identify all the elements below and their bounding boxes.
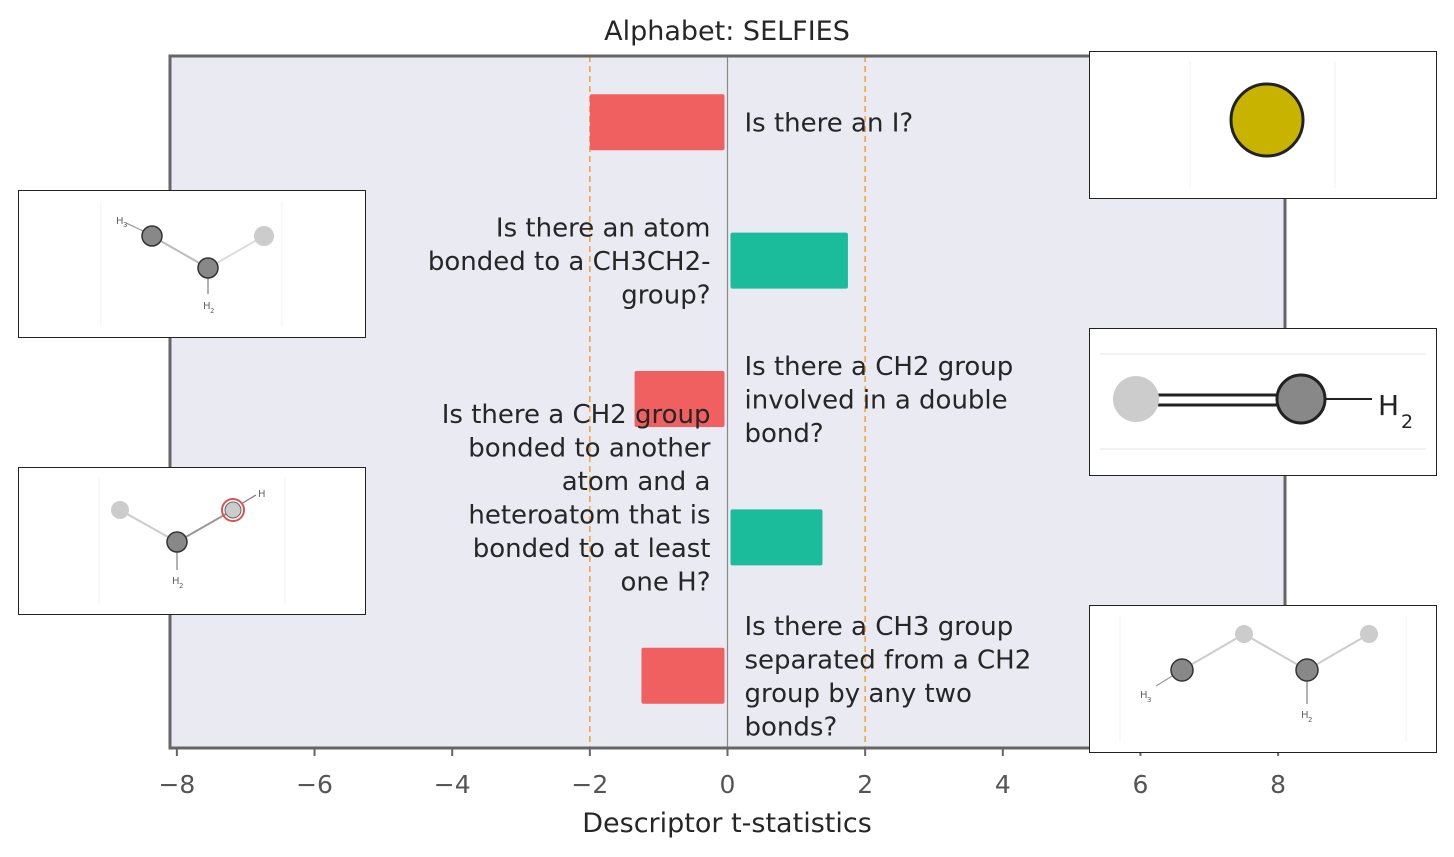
x-axis-label: Descriptor t-statistics [582,808,872,839]
inset-ch2-double-bond: H 2 [1089,328,1437,476]
heteroatom-highlight-icon [221,498,245,522]
chart-title: Alphabet: SELFIES [604,16,850,47]
bar-label-line: one H? [621,567,711,597]
atom-dark-icon [1170,658,1194,682]
x-tick-label: 8 [1270,770,1286,799]
bar-label-line: heteroatom that is [468,500,710,530]
bar-label-line: bonded to at least [473,534,711,564]
x-tick-label: 2 [857,770,873,799]
atom-h-label: H [1140,690,1148,701]
x-tick-label: −6 [296,770,333,799]
x-tick-label: −2 [571,770,608,799]
atom-subscript-label: 2 [1401,411,1413,433]
atom-subscript-label: 2 [210,307,214,315]
atom-subscript-label: 3 [123,221,127,229]
bar-label-line: bonds? [745,712,838,742]
atom-subscript-label: 2 [179,582,183,590]
bar-3 [634,371,725,427]
atom-h-label: H [116,216,124,227]
bar-label-line: Is there an I? [745,109,914,139]
x-tick-label: 0 [720,770,736,799]
atom-dark-icon [141,225,163,247]
inset-ch2-heteroatom: H 2 H [18,467,366,615]
x-tick-label: 6 [1133,770,1149,799]
atom-dark-icon [1275,373,1327,425]
bar-label-line: bonded to a CH3CH2- [428,247,711,277]
bar-2 [730,232,848,289]
atom-light-icon [1235,625,1253,643]
bar-4 [730,509,823,566]
atom-light-icon [111,501,129,519]
bar-label-line: Is there a CH2 group [745,352,1014,382]
iodine-atom-icon [1229,82,1305,158]
atom-dark-icon [1295,658,1319,682]
bar-label-line: involved in a double [745,385,1008,415]
atom-h-label: H [203,301,211,312]
bar-label-line: separated from a CH2 [745,645,1032,675]
atom-h-label: H [172,576,180,587]
atom-light-icon [1113,376,1159,422]
x-tick-label: −8 [158,770,195,799]
bar-label-line: group by any two [745,679,972,709]
atom-light-icon [1360,625,1378,643]
bar-5 [641,647,725,704]
atom-light-icon [254,226,274,246]
atom-dark-icon [166,531,188,553]
atom-dark-icon [197,257,219,279]
atom-light-icon [224,501,242,519]
atom-subscript-label: 2 [1308,716,1312,724]
inset-ch3-ch2-chain: H 3 H 2 [1089,605,1437,753]
atom-subscript-label: 3 [1147,696,1151,704]
atom-h-label: H [258,489,266,500]
bar-1 [589,94,725,151]
bar-label-line: bond? [745,419,824,449]
x-tick-label: −4 [434,770,471,799]
x-tick-label: 4 [995,770,1011,799]
bar-label-line: atom and a [562,467,711,497]
bar-label-line: group? [621,280,710,310]
atom-h-label: H [1378,389,1399,422]
bar-label-line: Is there an atom [496,213,711,243]
inset-ethyl-fragment: H 3 H 2 [18,190,366,338]
bar-label-line: Is there a CH3 group [745,612,1014,642]
atom-h-label: H [1301,710,1309,721]
bar-label-line: bonded to another [468,433,711,463]
bar-label-line: Is there a CH2 group [442,400,711,430]
inset-iodine-atom [1089,51,1437,199]
